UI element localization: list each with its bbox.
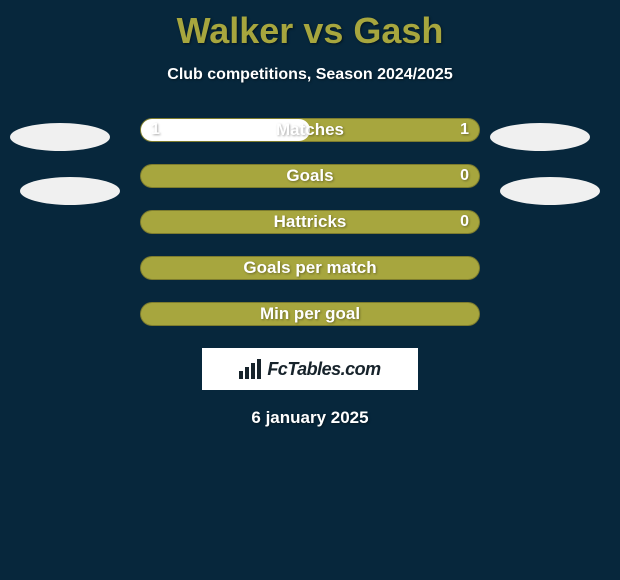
page-title: Walker vs Gash bbox=[0, 0, 620, 52]
player-ellipse-right bbox=[500, 177, 600, 205]
stat-row: Min per goal bbox=[0, 302, 620, 326]
page-subtitle: Club competitions, Season 2024/2025 bbox=[0, 66, 620, 84]
brand-text: FcTables.com bbox=[267, 359, 380, 380]
stat-bar-track: Goals0 bbox=[140, 164, 480, 188]
stat-bar-track: Goals per match bbox=[140, 256, 480, 280]
stat-row: Goals per match bbox=[0, 256, 620, 280]
player-ellipse-right bbox=[490, 123, 590, 151]
stat-label: Goals per match bbox=[141, 258, 479, 278]
stat-bar-track: Min per goal bbox=[140, 302, 480, 326]
stat-bar-track: Matches1 1 bbox=[140, 118, 480, 142]
stat-row: Hattricks0 bbox=[0, 210, 620, 234]
stat-label: Min per goal bbox=[141, 304, 479, 324]
brand-logo-box: FcTables.com bbox=[202, 348, 418, 390]
player-ellipse-left bbox=[10, 123, 110, 151]
stat-label: Goals bbox=[141, 166, 479, 186]
stat-value-right: 0 bbox=[460, 213, 469, 231]
generated-date: 6 january 2025 bbox=[0, 408, 620, 428]
stat-bar-track: Hattricks0 bbox=[140, 210, 480, 234]
player-ellipse-left bbox=[20, 177, 120, 205]
stat-value-right: 0 bbox=[460, 167, 469, 185]
stat-label: Hattricks bbox=[141, 212, 479, 232]
stat-label: Matches bbox=[141, 120, 479, 140]
bars-icon bbox=[239, 359, 263, 379]
stat-value-right: 1 bbox=[460, 121, 469, 139]
stat-value-left: 1 bbox=[151, 121, 160, 139]
